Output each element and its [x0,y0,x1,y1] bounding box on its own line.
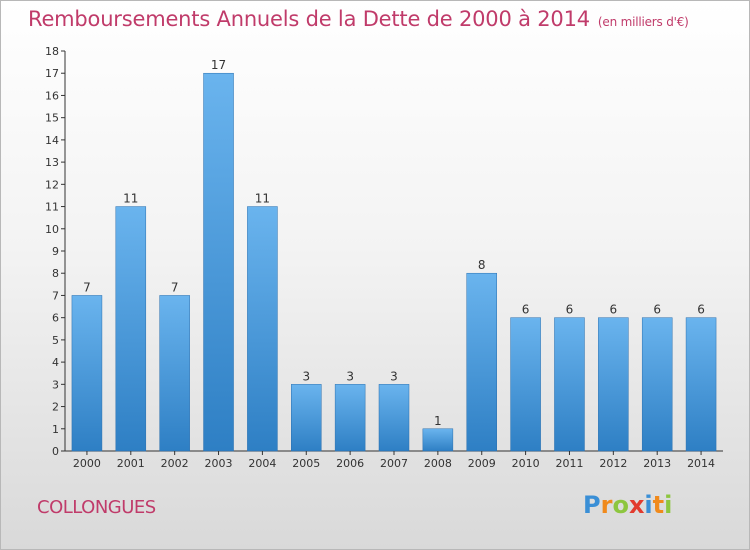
data-label: 6 [610,303,618,317]
data-label: 3 [346,369,354,383]
y-tick-label: 10 [45,223,59,236]
data-label: 7 [83,280,91,294]
y-tick-label: 8 [52,267,59,280]
data-label: 11 [123,192,138,206]
y-tick-label: 15 [45,112,59,125]
y-tick-label: 1 [52,423,59,436]
data-label: 6 [522,303,530,317]
x-tick-label: 2002 [161,457,189,470]
x-tick-label: 2007 [380,457,408,470]
x-tick-label: 2004 [248,457,276,470]
y-tick-label: 5 [52,334,59,347]
bar [641,317,673,452]
y-tick-label: 14 [45,134,59,147]
data-label: 11 [255,192,270,206]
x-tick-label: 2014 [687,457,715,470]
bar [159,295,190,452]
bar [685,317,717,452]
bar [203,72,234,452]
bar [422,428,454,452]
x-tick-label: 2011 [555,457,583,470]
bar [334,384,366,452]
data-label: 6 [653,303,661,317]
data-label: 6 [697,303,705,317]
y-tick-label: 4 [52,356,59,369]
logo-letter: i [664,491,673,519]
bar [247,206,278,452]
logo-letter: o [612,491,629,519]
unit-note: (en milliers d'€) [597,15,689,29]
y-tick-label: 13 [45,156,59,169]
data-label: 17 [211,58,226,72]
y-tick-label: 16 [45,89,59,102]
y-tick-label: 6 [52,312,59,325]
logo-letter: x [628,491,645,519]
y-tick-label: 9 [52,245,59,258]
y-tick-label: 17 [45,67,59,80]
bar [115,206,147,452]
logo-letter: r [600,491,613,519]
bar [71,295,103,452]
y-tick-label: 2 [52,401,59,414]
y-tick-label: 0 [52,445,59,458]
data-label: 6 [566,303,574,317]
data-label: 8 [478,258,486,272]
chart-title: Remboursements Annuels de la Dette de 20… [28,7,689,31]
data-label: 7 [171,280,179,294]
x-tick-label: 2006 [336,457,364,470]
bar [466,272,497,452]
y-tick-label: 3 [52,378,59,391]
x-tick-label: 2010 [512,457,540,470]
x-tick-label: 2009 [468,457,496,470]
proxiti-logo: Proxiti [583,491,672,519]
x-tick-label: 2003 [205,457,233,470]
y-tick-label: 11 [45,201,59,214]
data-label: 1 [434,414,442,428]
chart-title-text: Remboursements Annuels de la Dette de 20… [28,7,590,31]
logo-letter: i [644,491,653,519]
logo-letter: t [652,491,665,519]
data-label: 3 [390,369,398,383]
bar [554,317,585,452]
data-label: 3 [302,369,310,383]
x-tick-label: 2008 [424,457,452,470]
x-tick-label: 2013 [643,457,671,470]
commune-name: COLLONGUES [37,497,156,518]
bar [598,317,629,452]
logo-letter: P [583,491,601,519]
bar [510,317,541,452]
y-tick-label: 18 [45,45,59,58]
y-tick-label: 12 [45,178,59,191]
x-tick-label: 2000 [73,457,101,470]
x-tick-label: 2012 [599,457,627,470]
bar [291,384,322,452]
x-tick-label: 2001 [117,457,145,470]
bar [378,384,410,452]
y-tick-label: 7 [52,289,59,302]
x-tick-label: 2005 [292,457,320,470]
